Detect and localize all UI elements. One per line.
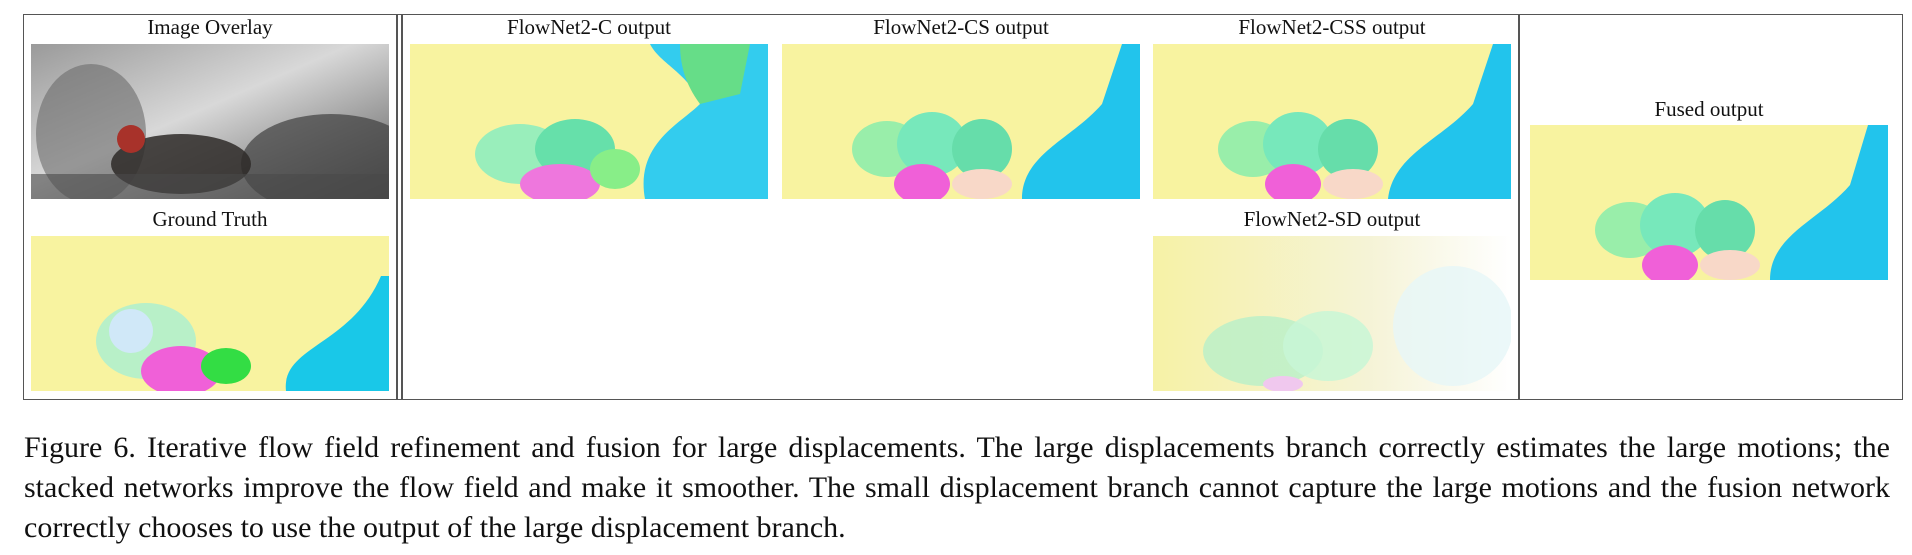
flownet2-cs-image: [782, 44, 1140, 199]
flownet2-c-image: [410, 44, 768, 199]
flownet2-sd-label: FlowNet2-SD output: [1243, 207, 1421, 231]
image-overlay-label: Image Overlay: [147, 15, 273, 39]
figure-frame: [23, 14, 1903, 400]
figure-caption: Figure 6. Iterative flow field refinemen…: [24, 431, 1890, 544]
flownet2-css-label: FlowNet2-CSS output: [1238, 15, 1426, 39]
fused-output-label: Fused output: [1654, 97, 1764, 121]
separator-left-a: [396, 14, 398, 400]
flownet2-css-image: [1153, 44, 1511, 199]
separator-left-b: [401, 14, 403, 400]
image-overlay-image: [31, 44, 389, 199]
ground-truth-label: Ground Truth: [152, 207, 268, 231]
flownet2-cs-label: FlowNet2-CS output: [873, 15, 1049, 39]
ground-truth-image: [31, 236, 389, 391]
flownet2-c-label: FlowNet2-C output: [507, 15, 671, 39]
flownet2-sd-image: [1153, 236, 1511, 391]
separator-right: [1518, 14, 1520, 400]
fused-output-image: [1530, 125, 1888, 280]
